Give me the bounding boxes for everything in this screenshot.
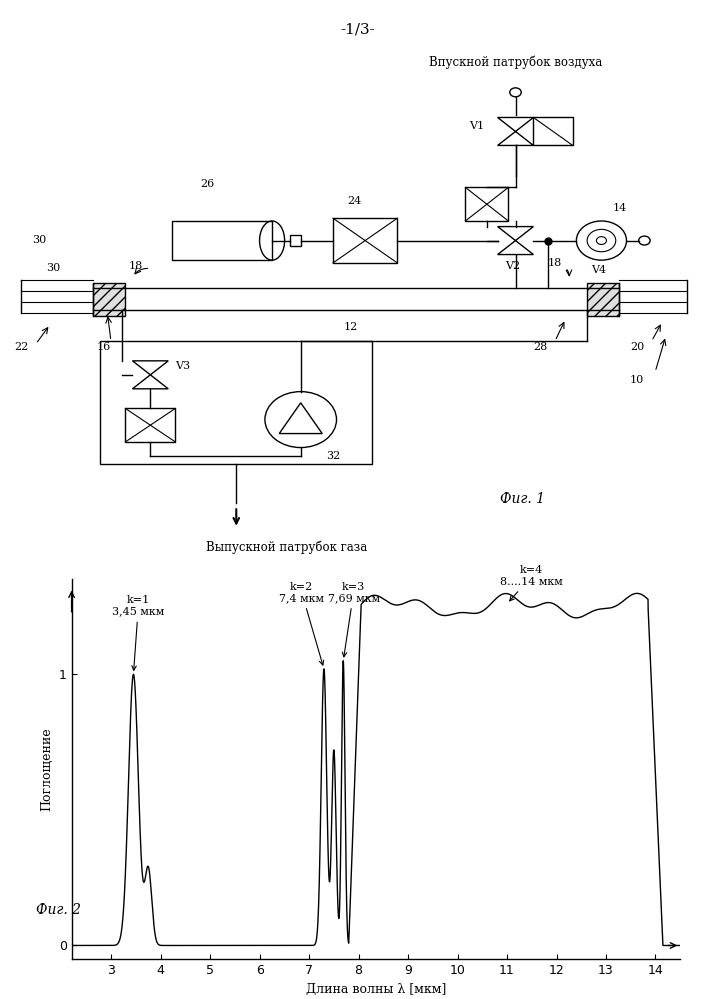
Text: V3: V3 <box>175 362 190 372</box>
Text: V1: V1 <box>469 121 484 131</box>
Text: Выпускной патрубок газа: Выпускной патрубок газа <box>205 540 367 554</box>
Text: 16: 16 <box>97 342 111 352</box>
Text: 24: 24 <box>347 196 362 206</box>
Bar <box>93 283 125 316</box>
Bar <box>333 218 397 263</box>
Text: Фиг. 2: Фиг. 2 <box>36 903 81 917</box>
Bar <box>100 342 372 465</box>
Text: 12: 12 <box>344 322 358 332</box>
Text: 10: 10 <box>630 376 644 386</box>
Y-axis label: Поглощение: Поглощение <box>40 727 53 811</box>
Text: 30: 30 <box>47 264 61 274</box>
Text: 22: 22 <box>14 342 29 352</box>
Text: k=4
8....14 мкм: k=4 8....14 мкм <box>500 565 563 600</box>
Text: 30: 30 <box>32 236 47 246</box>
Text: 28: 28 <box>533 342 548 352</box>
Text: 18: 18 <box>548 258 562 268</box>
Text: 20: 20 <box>630 342 644 352</box>
Text: 32: 32 <box>326 451 340 461</box>
Text: V2: V2 <box>505 261 520 271</box>
X-axis label: Длина волны λ [мкм]: Длина волны λ [мкм] <box>306 982 446 995</box>
Text: Впускной патрубок воздуха: Впускной патрубок воздуха <box>429 56 602 70</box>
Bar <box>587 283 619 316</box>
Text: -1/3-: -1/3- <box>341 22 375 36</box>
Bar <box>465 188 508 221</box>
Text: 14: 14 <box>612 204 626 214</box>
Bar <box>125 409 175 442</box>
Text: V4: V4 <box>591 265 606 275</box>
Text: 26: 26 <box>200 180 215 190</box>
Bar <box>533 118 573 146</box>
Text: k=1
3,45 мкм: k=1 3,45 мкм <box>112 595 165 670</box>
Bar <box>290 235 301 246</box>
Text: Фиг. 1: Фиг. 1 <box>500 493 545 506</box>
Text: k=2
7,4 мкм: k=2 7,4 мкм <box>279 581 324 665</box>
Text: 18: 18 <box>129 261 143 271</box>
Text: k=3
7,69 мкм: k=3 7,69 мкм <box>328 581 379 656</box>
Bar <box>172 221 272 260</box>
